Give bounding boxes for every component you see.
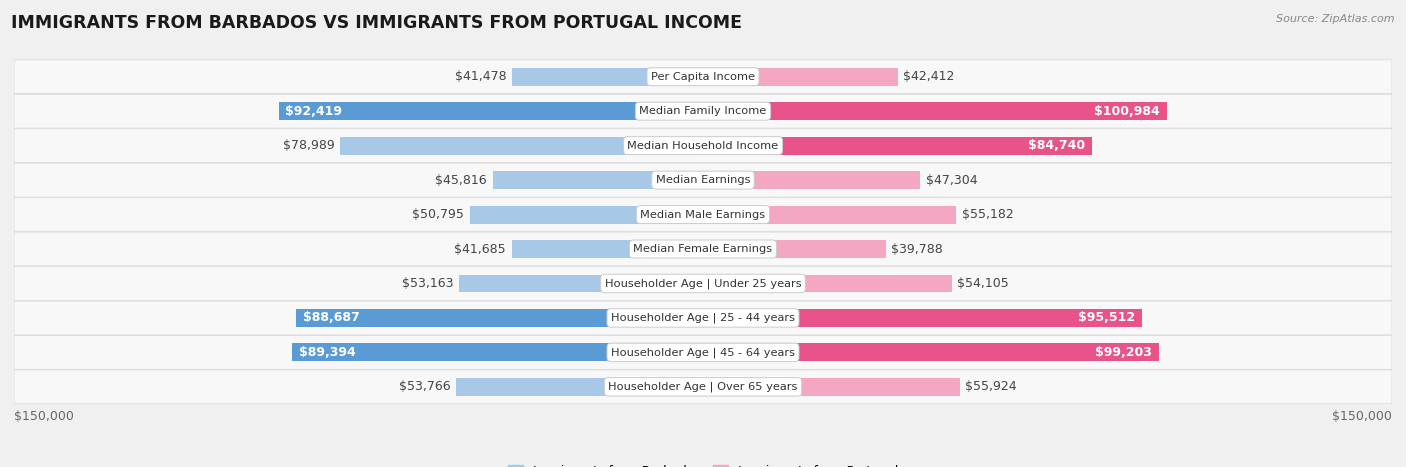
Bar <box>295 309 703 327</box>
Text: $50,795: $50,795 <box>412 208 464 221</box>
Bar <box>278 102 703 120</box>
Text: $41,478: $41,478 <box>456 70 508 83</box>
Bar <box>470 205 703 224</box>
Text: Householder Age | 25 - 44 years: Householder Age | 25 - 44 years <box>612 313 794 323</box>
Bar <box>492 171 703 189</box>
FancyBboxPatch shape <box>14 163 1392 197</box>
Text: IMMIGRANTS FROM BARBADOS VS IMMIGRANTS FROM PORTUGAL INCOME: IMMIGRANTS FROM BARBADOS VS IMMIGRANTS F… <box>11 14 742 32</box>
Text: $88,687: $88,687 <box>302 311 360 325</box>
Bar <box>456 378 703 396</box>
Bar <box>292 343 703 361</box>
Text: Median Earnings: Median Earnings <box>655 175 751 185</box>
Text: Householder Age | 45 - 64 years: Householder Age | 45 - 64 years <box>612 347 794 358</box>
Text: Median Female Earnings: Median Female Earnings <box>634 244 772 254</box>
Bar <box>703 378 960 396</box>
Text: Householder Age | Over 65 years: Householder Age | Over 65 years <box>609 382 797 392</box>
FancyBboxPatch shape <box>14 129 1392 163</box>
Text: $150,000: $150,000 <box>1331 410 1392 423</box>
Text: $54,105: $54,105 <box>957 277 1008 290</box>
Bar <box>513 68 703 85</box>
Text: $150,000: $150,000 <box>14 410 75 423</box>
FancyBboxPatch shape <box>14 335 1392 369</box>
Text: $45,816: $45,816 <box>436 174 486 187</box>
Bar <box>703 171 921 189</box>
Text: $84,740: $84,740 <box>1028 139 1085 152</box>
Bar <box>703 240 886 258</box>
Text: $95,512: $95,512 <box>1077 311 1135 325</box>
Text: $78,989: $78,989 <box>283 139 335 152</box>
FancyBboxPatch shape <box>14 267 1392 300</box>
Text: $47,304: $47,304 <box>925 174 977 187</box>
FancyBboxPatch shape <box>14 94 1392 128</box>
Text: Per Capita Income: Per Capita Income <box>651 72 755 82</box>
FancyBboxPatch shape <box>14 370 1392 404</box>
Bar <box>458 275 703 292</box>
Text: $89,394: $89,394 <box>299 346 356 359</box>
Legend: Immigrants from Barbados, Immigrants from Portugal: Immigrants from Barbados, Immigrants fro… <box>502 460 904 467</box>
Text: $99,203: $99,203 <box>1095 346 1152 359</box>
Bar <box>703 137 1092 155</box>
Text: Median Family Income: Median Family Income <box>640 106 766 116</box>
Bar <box>703 275 952 292</box>
FancyBboxPatch shape <box>14 301 1392 335</box>
Text: Median Male Earnings: Median Male Earnings <box>641 210 765 219</box>
Bar <box>512 240 703 258</box>
Bar <box>703 309 1142 327</box>
Bar <box>703 205 956 224</box>
Text: $53,766: $53,766 <box>399 380 450 393</box>
FancyBboxPatch shape <box>14 60 1392 93</box>
FancyBboxPatch shape <box>14 232 1392 266</box>
Text: $53,163: $53,163 <box>402 277 453 290</box>
Text: Householder Age | Under 25 years: Householder Age | Under 25 years <box>605 278 801 289</box>
Text: $55,182: $55,182 <box>962 208 1014 221</box>
Text: $100,984: $100,984 <box>1094 105 1160 118</box>
Bar <box>703 343 1159 361</box>
FancyBboxPatch shape <box>14 198 1392 232</box>
Text: $41,685: $41,685 <box>454 242 506 255</box>
Text: $92,419: $92,419 <box>285 105 343 118</box>
Bar <box>340 137 703 155</box>
Bar <box>703 102 1167 120</box>
Text: $55,924: $55,924 <box>966 380 1017 393</box>
Bar <box>703 68 898 85</box>
Text: $42,412: $42,412 <box>903 70 955 83</box>
Text: $39,788: $39,788 <box>891 242 943 255</box>
Text: Source: ZipAtlas.com: Source: ZipAtlas.com <box>1277 14 1395 24</box>
Text: Median Household Income: Median Household Income <box>627 141 779 151</box>
